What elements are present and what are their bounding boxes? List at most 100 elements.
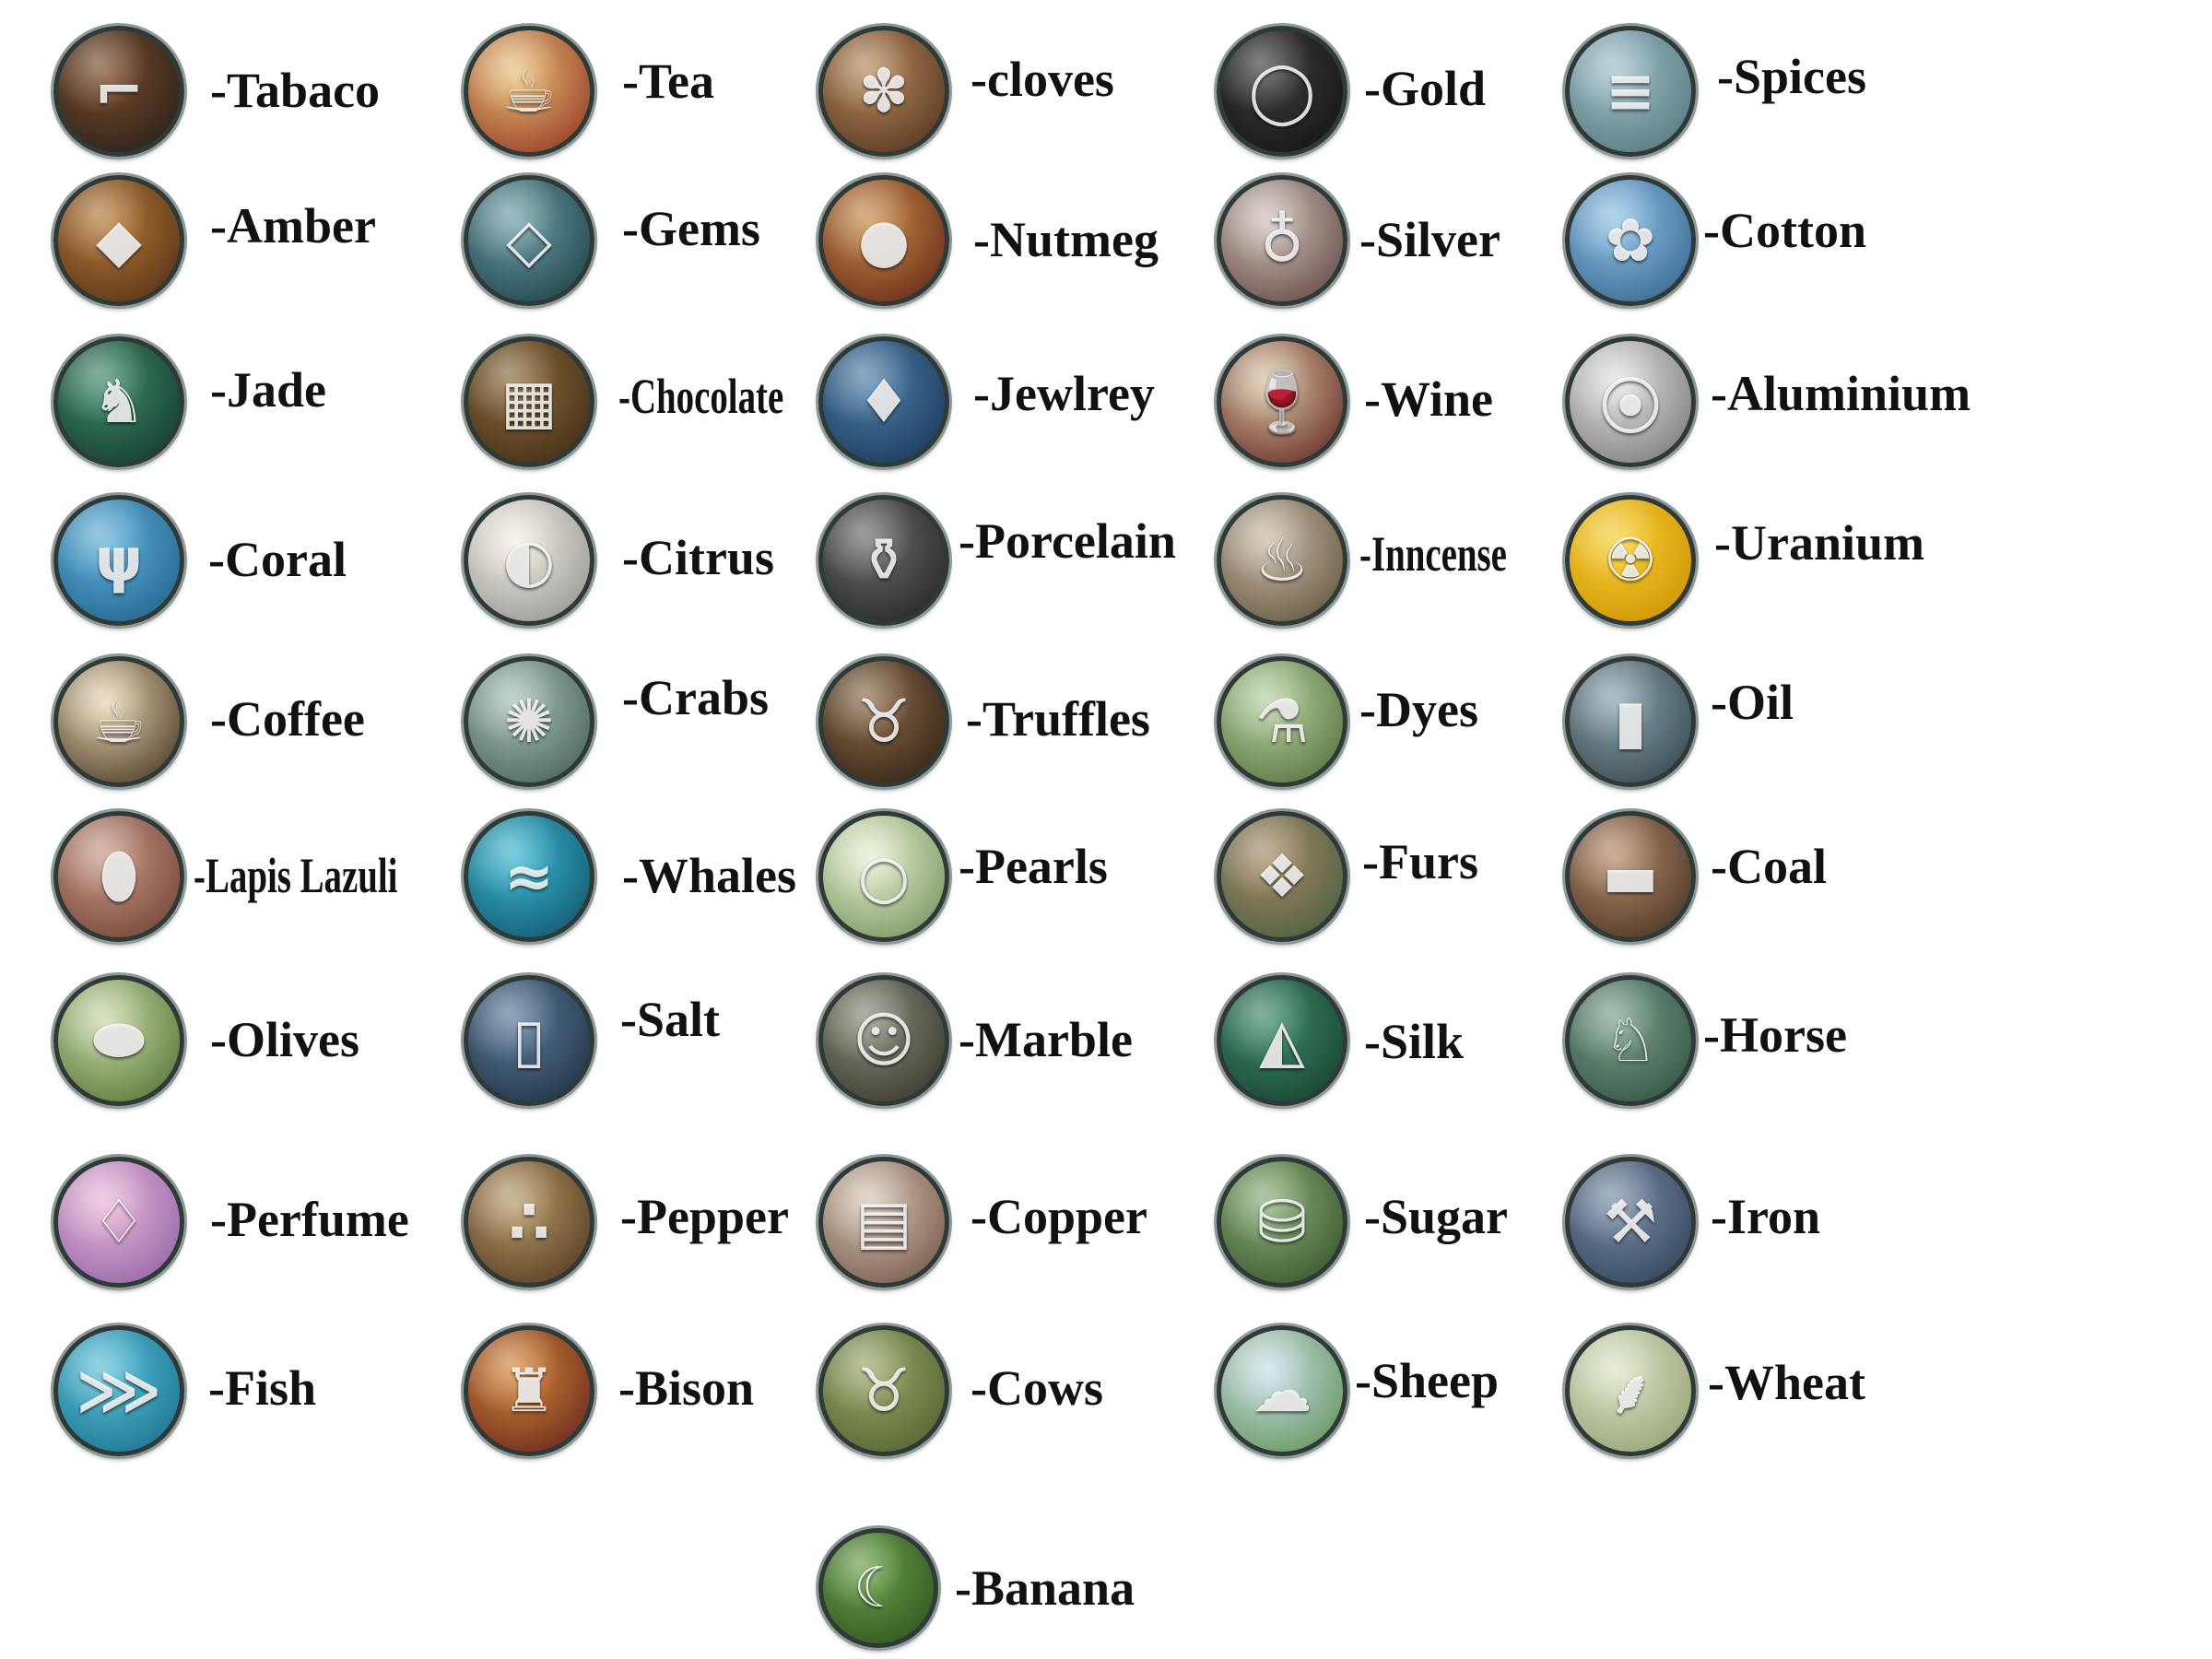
resource-label: -Pearls	[959, 839, 1108, 894]
resource-label: -Coffee	[210, 691, 365, 747]
icon-glyph: ♘	[1603, 1006, 1658, 1076]
anvil-icon: ⚒	[1565, 1157, 1696, 1288]
chocolate-bar-icon: ▦	[464, 336, 594, 467]
resource-label: -Spices	[1717, 49, 1866, 104]
crab-icon: ✺	[464, 656, 594, 787]
tobacco-pipe-icon: ⌐	[53, 26, 184, 157]
resource-label: -Coral	[208, 532, 347, 587]
resource-label: -Cows	[971, 1360, 1103, 1416]
icon-glyph: ❖	[1254, 841, 1310, 912]
icon-glyph: ◯	[1248, 56, 1316, 126]
resource-label: -Pepper	[620, 1189, 789, 1244]
whale-icon: ≈	[464, 811, 594, 942]
icon-glyph: ⦿	[1600, 373, 1661, 442]
cinnamon-sticks-icon: ≡	[1565, 26, 1696, 157]
icon-glyph: ⚱	[858, 525, 910, 595]
coral-icon: ψ	[53, 495, 184, 626]
sheep-icon: ☁	[1217, 1325, 1347, 1456]
pearl-oyster-icon: ○	[818, 811, 949, 942]
resource-label: -Perfume	[210, 1192, 409, 1247]
icon-glyph: ♦	[856, 367, 912, 437]
icon-glyph: ▦	[500, 367, 558, 437]
icon-glyph: ⸙	[1607, 1359, 1653, 1428]
orange-icon: ◐	[464, 495, 594, 626]
resource-label: -Horse	[1703, 1007, 1847, 1063]
sugar-sack-icon: ⛁	[1217, 1157, 1347, 1288]
icon-glyph: ∴	[508, 1187, 550, 1257]
icon-glyph: ◇	[506, 206, 552, 276]
resource-label: -Marble	[959, 1012, 1133, 1067]
resource-label: -Tabaco	[210, 63, 381, 118]
icon-glyph: ψ	[95, 525, 143, 595]
icon-glyph: ☢	[1603, 525, 1658, 595]
coffee-cup-icon: ☕	[53, 656, 184, 787]
icon-glyph: ♜	[501, 1356, 557, 1426]
icon-glyph: ☺	[853, 1006, 915, 1076]
resource-label: -Citrus	[622, 530, 774, 585]
resource-label: -Wheat	[1708, 1355, 1865, 1410]
resource-label: -Sheep	[1355, 1353, 1500, 1408]
icon-glyph: ✿	[1605, 206, 1656, 276]
icon-glyph: ≡	[1605, 56, 1656, 126]
wheat-icon: ⸙	[1565, 1325, 1696, 1456]
cow-icon: ♉	[818, 1325, 949, 1456]
icon-glyph: ≈	[503, 841, 555, 912]
perfume-bottle-icon: ♢	[53, 1157, 184, 1288]
resource-label: -Gold	[1364, 61, 1487, 116]
wine-glass-icon: 🍷	[1217, 336, 1347, 467]
resource-label: -Banana	[955, 1560, 1135, 1616]
olive-icon: ⬬	[53, 975, 184, 1106]
resource-label: -Sugar	[1364, 1189, 1509, 1244]
necklace-icon: ♦	[818, 336, 949, 467]
bison-icon: ♜	[464, 1325, 594, 1456]
icon-glyph: ◭	[1259, 1006, 1305, 1076]
salt-shaker-icon: ▯	[464, 975, 594, 1106]
nutmeg-icon: ●	[818, 175, 949, 306]
icon-glyph: ♞	[91, 367, 147, 437]
tea-cup-icon: ☕	[464, 26, 594, 157]
resource-label: -Nutmeg	[973, 212, 1159, 267]
horse-head-icon: ♘	[1565, 975, 1696, 1106]
resource-label: -Furs	[1362, 834, 1478, 889]
resource-label: -Jade	[210, 362, 326, 418]
resource-label: -Lapis Lazuli	[194, 848, 398, 903]
icon-glyph: ☾	[853, 1556, 903, 1620]
resource-label: -Silver	[1359, 212, 1500, 267]
jade-statue-icon: ♞	[53, 336, 184, 467]
resource-label: -Truffles	[966, 691, 1150, 747]
banana-icon: ☾	[818, 1528, 938, 1648]
icon-glyph: ♨	[1254, 525, 1310, 595]
resource-label: -Silk	[1364, 1014, 1465, 1069]
icon-glyph: 🍷	[1244, 368, 1320, 437]
cloves-icon: ✽	[818, 26, 949, 157]
icon-glyph: ▯	[512, 1006, 546, 1076]
fur-pelt-icon: ❖	[1217, 811, 1347, 942]
resource-label: -Crabs	[622, 670, 769, 725]
icon-glyph: ♁	[1260, 206, 1304, 276]
resource-label: -Copper	[971, 1189, 1147, 1244]
truffle-pig-icon: ♉	[818, 656, 949, 787]
diamond-icon: ◇	[464, 175, 594, 306]
resource-label: -Iron	[1711, 1189, 1821, 1244]
icon-glyph: ⬬	[93, 1006, 145, 1075]
resource-label: -Porcelain	[959, 513, 1176, 569]
icon-glyph: ♉	[856, 687, 912, 757]
resource-label: -Olives	[210, 1012, 359, 1067]
aluminium-rods-icon: ⦿	[1565, 336, 1696, 467]
icon-glyph: ♉	[856, 1356, 912, 1426]
resource-label: -Amber	[210, 198, 376, 253]
coal-cart-icon: ▬	[1565, 811, 1696, 942]
resource-label: -Dyes	[1359, 682, 1478, 737]
resource-label: -Bison	[618, 1360, 755, 1416]
fish-icon: ⋙	[53, 1325, 184, 1456]
radiation-icon: ☢	[1565, 495, 1696, 626]
silk-roll-icon: ◭	[1217, 975, 1347, 1106]
icon-glyph: ○	[857, 841, 911, 912]
porcelain-vase-icon: ⚱	[818, 495, 949, 626]
icon-glyph: ☕	[501, 56, 557, 126]
resource-label: -Wine	[1364, 371, 1494, 427]
icon-glyph: ▮	[1614, 687, 1647, 757]
resource-label: -Coal	[1711, 839, 1827, 894]
icon-glyph: ⌐	[93, 56, 145, 126]
marble-statue-icon: ☺	[818, 975, 949, 1106]
